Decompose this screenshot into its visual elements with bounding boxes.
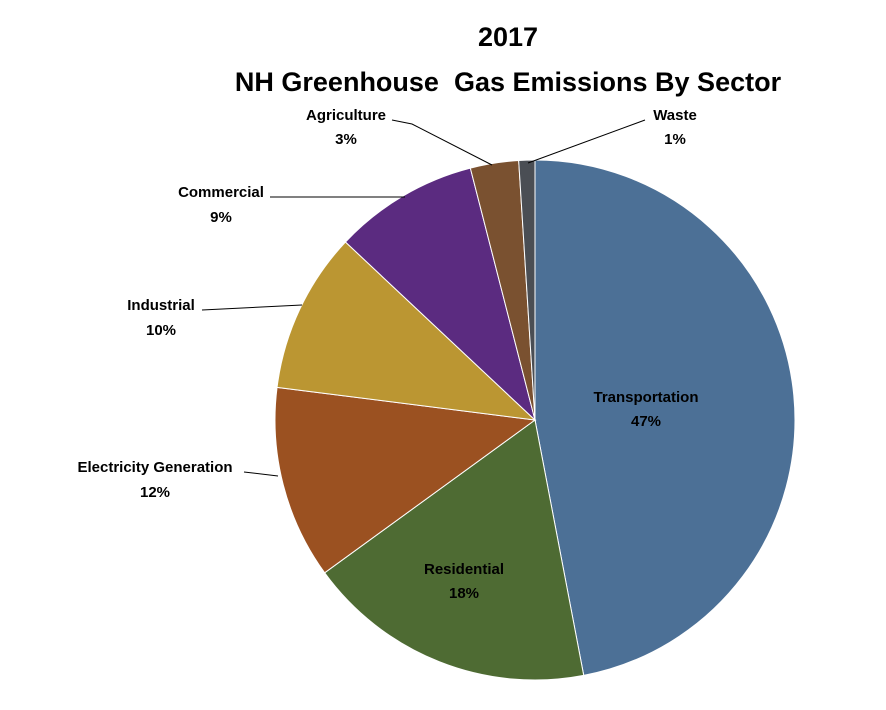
leader-line-waste	[527, 119, 646, 164]
pie-slice-industrial	[276, 241, 537, 421]
leader-line-industrial	[201, 304, 303, 311]
chart-title: NH Greenhouse Gas Emissions By Sector	[234, 67, 782, 97]
pie-slice-transportation	[534, 159, 796, 676]
slice-label-residential: Residential	[424, 561, 504, 578]
slice-label-transportation: Transportation	[593, 389, 698, 406]
slice-percent-transportation: 47%	[631, 413, 661, 430]
slice-label-commercial: Commercial	[178, 184, 264, 201]
slice-label-industrial: Industrial	[127, 297, 195, 314]
pie-slice-commercial	[344, 167, 536, 422]
chart-title-year: 2017	[477, 22, 539, 52]
slice-label-agriculture: Agriculture	[306, 107, 386, 124]
slice-percent-industrial: 10%	[146, 322, 176, 339]
slice-percent-agriculture: 3%	[335, 131, 357, 148]
pie-slice-electricity-generation	[274, 386, 537, 574]
slice-percent-electricity-generation: 12%	[140, 484, 170, 501]
slice-percent-residential: 18%	[449, 585, 479, 602]
slice-percent-waste: 1%	[664, 131, 686, 148]
slice-label-electricity-generation: Electricity Generation	[77, 459, 232, 476]
pie-slice-residential	[323, 419, 585, 681]
leader-line-agriculture	[391, 119, 493, 166]
slice-percent-commercial: 9%	[210, 209, 232, 226]
slice-label-waste: Waste	[653, 107, 697, 124]
leader-line-electricity-generation	[243, 471, 279, 477]
